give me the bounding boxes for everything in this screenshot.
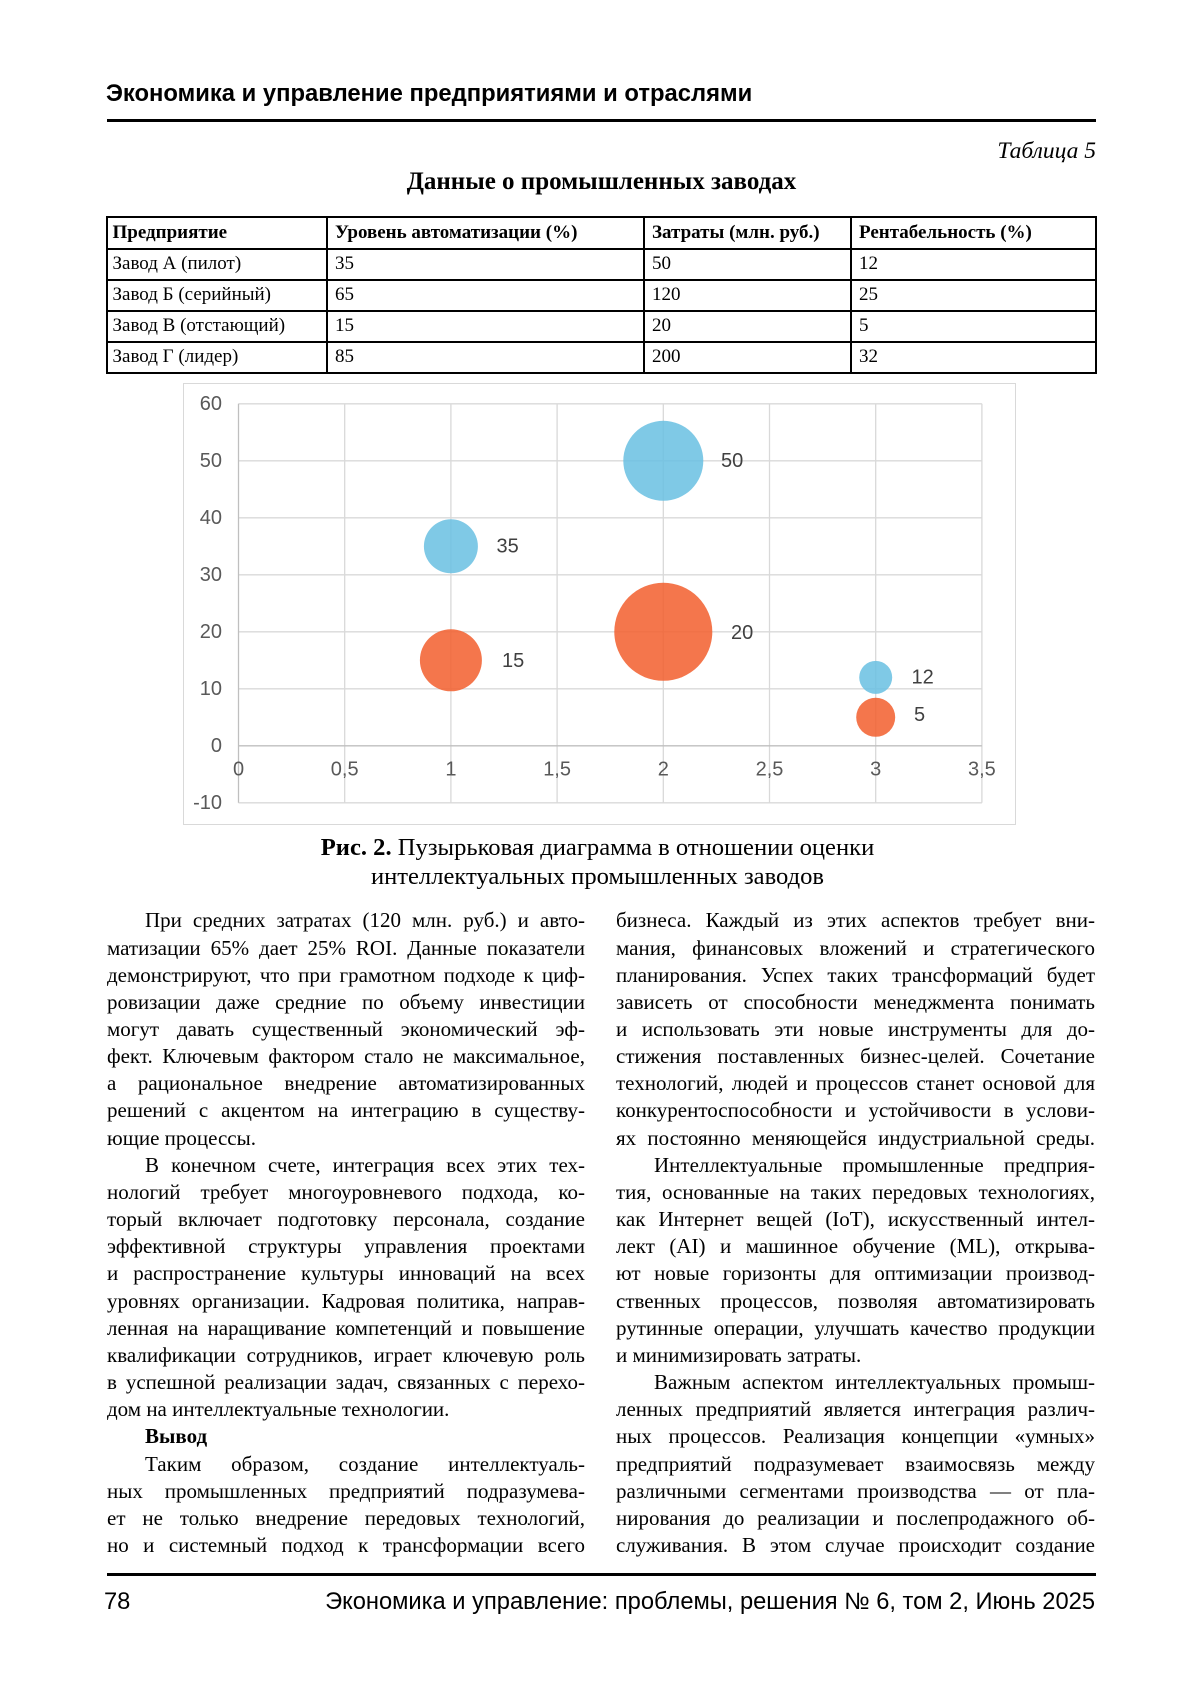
- svg-text:0: 0: [211, 735, 222, 757]
- svg-text:10: 10: [200, 678, 222, 700]
- svg-text:20: 20: [200, 621, 222, 643]
- svg-text:3,5: 3,5: [968, 759, 996, 781]
- svg-text:20: 20: [731, 622, 753, 644]
- svg-text:30: 30: [200, 564, 222, 586]
- svg-text:3: 3: [870, 759, 881, 781]
- svg-text:1,5: 1,5: [543, 759, 571, 781]
- svg-text:2,5: 2,5: [756, 759, 784, 781]
- svg-text:40: 40: [200, 507, 222, 529]
- svg-text:60: 60: [200, 393, 222, 415]
- svg-text:0,5: 0,5: [331, 759, 359, 781]
- svg-text:0: 0: [233, 759, 244, 781]
- svg-text:1: 1: [445, 759, 456, 781]
- svg-text:5: 5: [914, 704, 925, 726]
- svg-text:50: 50: [721, 450, 743, 472]
- svg-text:12: 12: [912, 666, 934, 688]
- svg-text:2: 2: [658, 759, 669, 781]
- svg-text:35: 35: [497, 536, 519, 558]
- svg-text:50: 50: [200, 450, 222, 472]
- svg-text:15: 15: [502, 650, 524, 672]
- svg-text:-10: -10: [193, 792, 222, 814]
